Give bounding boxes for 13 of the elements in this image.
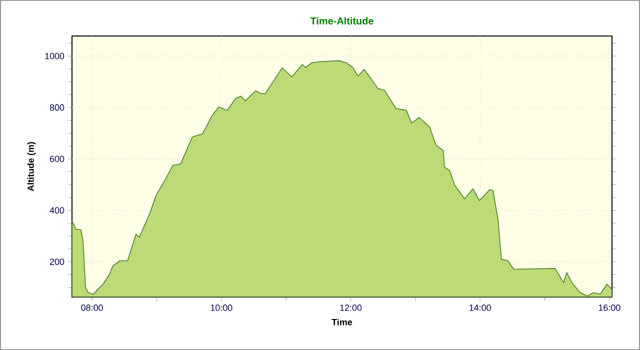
y-tick-label: 400 — [50, 207, 64, 214]
x-tick-label: 12:00 — [340, 304, 362, 311]
x-tick-label: 14:00 — [470, 304, 491, 311]
y-tick-label: 600 — [50, 156, 64, 162]
y-tick-label: 800 — [50, 104, 64, 111]
x-tick-label: 16:00 — [598, 304, 620, 311]
x-tick-label: 08:00 — [81, 304, 103, 311]
y-axis-title: Altitude (m) — [27, 142, 36, 192]
y-tick-label: 1000 — [45, 52, 64, 60]
y-tick-label: 200 — [50, 258, 64, 265]
x-axis-title: Time — [332, 318, 352, 326]
x-tick-label: 10:00 — [210, 304, 232, 311]
chart-title: Time-Altitude — [310, 17, 374, 24]
